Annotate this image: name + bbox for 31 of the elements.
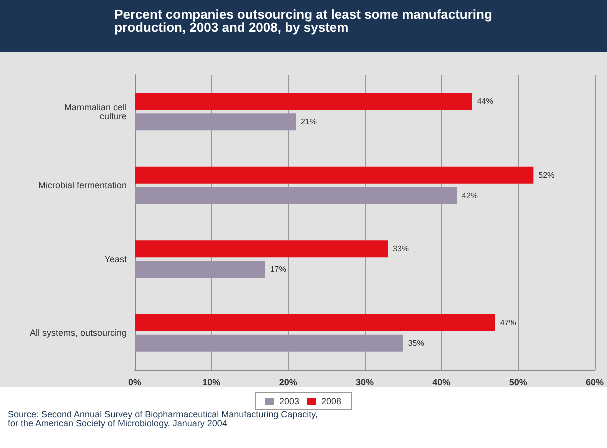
- bar: [135, 314, 496, 332]
- bar: [135, 93, 472, 110]
- y-tick-label: Yeast: [104, 254, 128, 264]
- data-label: 35%: [408, 338, 424, 348]
- x-tick-label: 0%: [128, 378, 142, 388]
- y-tick-label: Microbial fermentation: [38, 180, 127, 191]
- legend-label: 2003: [279, 396, 300, 406]
- legend-label: 2008: [322, 396, 342, 406]
- bar: [135, 334, 404, 352]
- data-label: 33%: [392, 244, 410, 254]
- data-label: 21%: [301, 118, 318, 127]
- bar: [135, 114, 296, 131]
- y-tick-label: All systems, outsourcing: [30, 328, 127, 338]
- data-label: 52%: [538, 170, 555, 180]
- x-tick-label: 60%: [586, 378, 604, 388]
- data-label: 17%: [270, 265, 286, 274]
- bar: [135, 261, 266, 278]
- x-tick-label: 40%: [432, 378, 451, 388]
- bar: [135, 240, 388, 258]
- data-label: 44%: [477, 97, 494, 106]
- source-note: Source: Second Annual Survey of Biopharmaceutical Manufacturing Capacity, for the American Society of Microbiology, January 2004: [8, 410, 318, 428]
- bar: [135, 187, 457, 204]
- chart-title: Percent companies outsourcing at least some manufacturing production, 2003 and 2008, by system: [114, 7, 492, 35]
- x-tick-label: 50%: [509, 378, 528, 388]
- y-tick-label: Mammalian cell culture: [64, 102, 127, 122]
- data-label: 42%: [462, 191, 478, 200]
- x-tick-label: 20%: [279, 378, 298, 388]
- data-label: 47%: [500, 318, 516, 328]
- bar: [135, 166, 534, 184]
- x-tick-label: 10%: [202, 378, 221, 388]
- x-tick-label: 30%: [356, 378, 374, 388]
